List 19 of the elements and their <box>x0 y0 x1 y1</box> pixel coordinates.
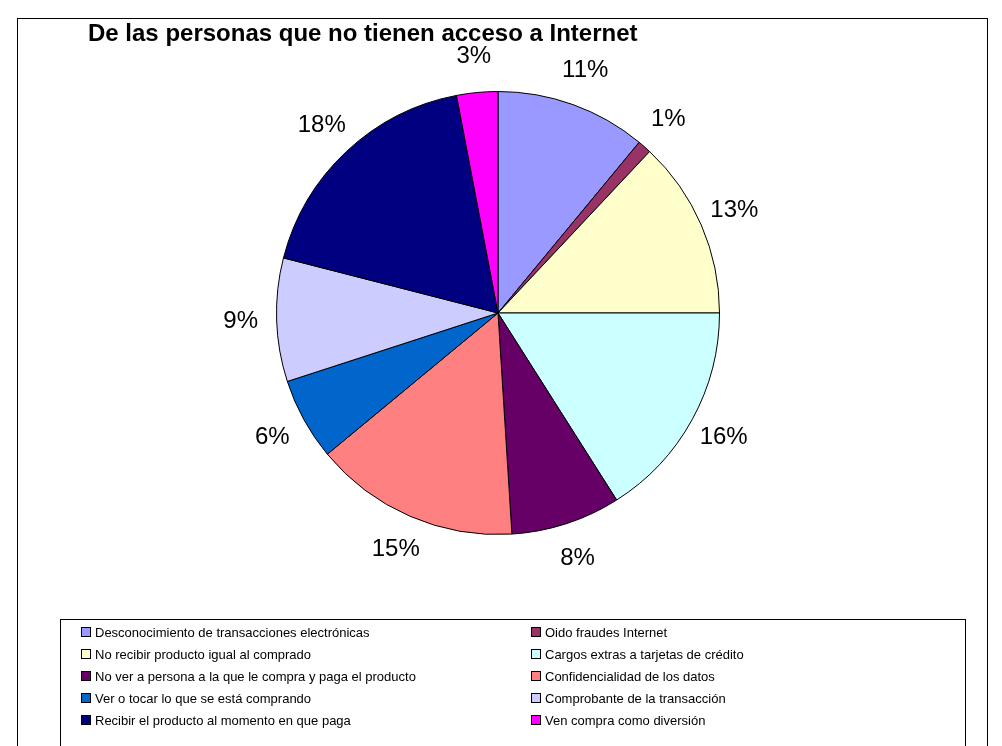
data-label: 9% <box>223 305 258 333</box>
data-label: 15% <box>371 533 420 561</box>
legend-label: Comprobante de la transacción <box>545 690 726 706</box>
data-label: 11% <box>562 55 609 83</box>
data-label: 18% <box>297 109 346 137</box>
data-label: 6% <box>255 421 290 449</box>
legend-label: Ven compra como diversión <box>545 712 706 728</box>
data-label: 1% <box>650 104 686 132</box>
legend-label: Cargos extras a tarjetas de crédito <box>545 646 744 662</box>
legend-label: Ver o tocar lo que se está comprando <box>95 690 312 706</box>
data-label: 8% <box>560 542 595 570</box>
legend-label: Recibir el producto al momento en que paga <box>95 712 351 728</box>
legend-label: Oido fraudes Internet <box>545 624 668 640</box>
data-label: 13% <box>710 195 759 223</box>
legend-label: Desconocimiento de transacciones electrónicas <box>95 624 370 640</box>
legend-label: No ver a persona a la que le compra y paga el producto <box>95 668 416 684</box>
legend-label: Confidencialidad de los datos <box>545 668 715 684</box>
data-label: 16% <box>699 421 748 449</box>
legend-label: No recibir producto igual al comprado <box>95 646 312 662</box>
